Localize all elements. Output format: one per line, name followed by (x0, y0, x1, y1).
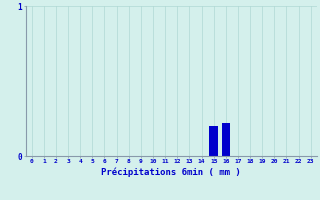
Bar (209, 126, 218, 156)
X-axis label: Précipitations 6min ( mm ): Précipitations 6min ( mm ) (101, 167, 241, 177)
Bar (221, 123, 230, 156)
